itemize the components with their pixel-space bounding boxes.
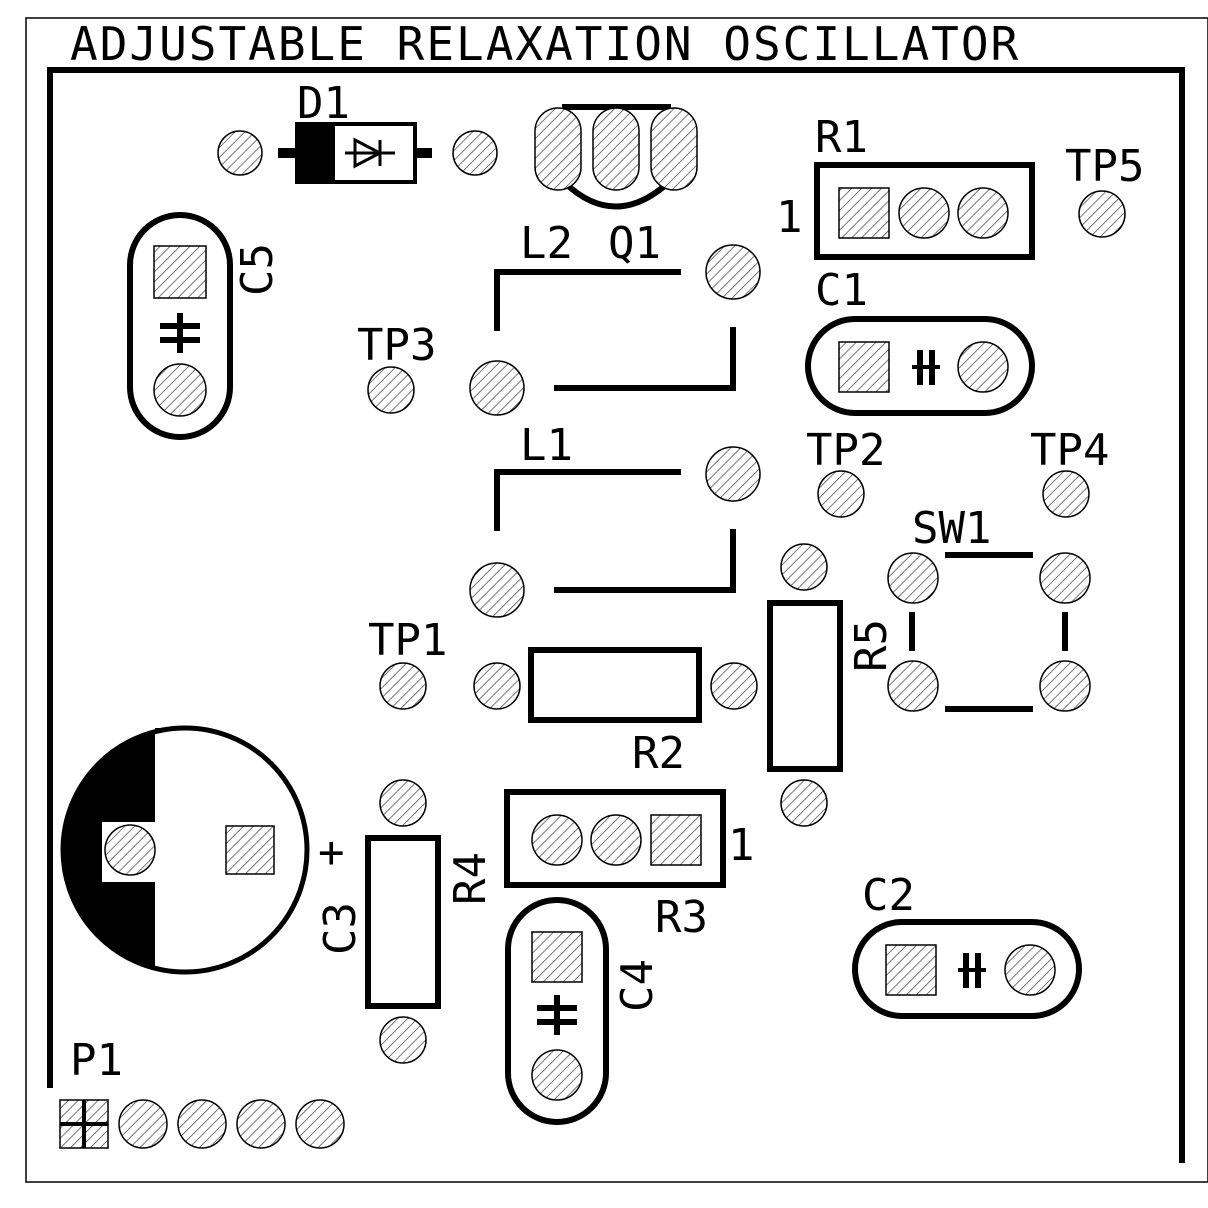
board-outline bbox=[25, 17, 1208, 1183]
l2-label: L2 bbox=[520, 218, 573, 269]
transistor-footprint bbox=[534, 104, 698, 210]
c5-capacitor bbox=[127, 212, 233, 440]
l1-label: L1 bbox=[520, 420, 573, 471]
sw1-label: SW1 bbox=[912, 503, 991, 554]
c5-label: C5 bbox=[232, 243, 283, 296]
q1-label: Q1 bbox=[608, 218, 661, 269]
r1-pin1-label: 1 bbox=[776, 192, 803, 243]
r3-pin1-label: 1 bbox=[728, 820, 755, 871]
c2-capacitor bbox=[852, 919, 1082, 1019]
c1-capacitor bbox=[805, 316, 1035, 416]
tp4-pad bbox=[1042, 470, 1090, 518]
tp1-pad bbox=[379, 662, 427, 710]
c2-label: C2 bbox=[862, 870, 915, 921]
r2-label: R2 bbox=[632, 728, 685, 779]
r3-trimmer bbox=[504, 789, 726, 888]
r3-label: R3 bbox=[655, 892, 708, 943]
r1-label: R1 bbox=[815, 112, 868, 163]
c4-capacitor bbox=[505, 897, 609, 1125]
r1-trimmer bbox=[814, 162, 1035, 260]
d1-label: D1 bbox=[297, 78, 350, 129]
l2-q1-footprint bbox=[469, 244, 761, 416]
sw1-switch bbox=[887, 552, 1091, 712]
p1-label: P1 bbox=[70, 1035, 123, 1086]
tp1-label: TP1 bbox=[368, 615, 447, 666]
c3-electrolytic bbox=[60, 725, 310, 975]
r4-label: R4 bbox=[445, 852, 496, 905]
r5-resistor bbox=[767, 543, 843, 827]
tp5-pad bbox=[1078, 190, 1126, 238]
p1-header bbox=[59, 1099, 345, 1149]
tp3-label: TP3 bbox=[357, 320, 436, 371]
d1-diode bbox=[217, 122, 498, 184]
r5-label: R5 bbox=[846, 619, 897, 672]
l1-footprint bbox=[469, 446, 761, 618]
c4-label: C4 bbox=[612, 959, 663, 1012]
tp2-label: TP2 bbox=[806, 425, 885, 476]
c1-label: C1 bbox=[815, 265, 868, 316]
c3-polarity-mark: + bbox=[318, 827, 345, 878]
board-silk-frame bbox=[47, 67, 1185, 1163]
board-title: ADJUSTABLE RELAXATION OSCILLATOR bbox=[70, 17, 1020, 71]
tp5-label: TP5 bbox=[1065, 141, 1144, 192]
tp3-pad bbox=[367, 366, 415, 414]
tp2-pad bbox=[817, 470, 865, 518]
c3-label: C3 bbox=[315, 902, 366, 955]
r2-resistor bbox=[473, 647, 758, 723]
tp4-label: TP4 bbox=[1030, 425, 1109, 476]
r4-resistor bbox=[365, 779, 441, 1064]
